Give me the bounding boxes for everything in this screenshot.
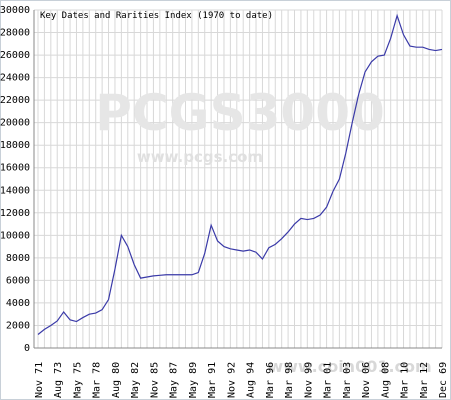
x-tick-label: Nov 99: [303, 362, 314, 398]
y-tick-label: 30000: [0, 5, 30, 16]
x-tick-label: May 89: [188, 362, 199, 398]
x-tick-label: Dec 69: [438, 362, 449, 398]
watermark: PCGS3000: [95, 84, 385, 142]
y-tick-label: 20000: [0, 118, 30, 129]
y-tick-label: 26000: [0, 50, 30, 61]
y-tick-label: 2000: [6, 320, 30, 331]
site-watermark: www.coin001.com: [268, 357, 431, 376]
y-tick-label: 6000: [6, 275, 30, 286]
x-tick-label: Mar 96: [265, 362, 276, 398]
y-tick-label: 18000: [0, 140, 30, 151]
x-tick-label: Mar 01: [323, 362, 334, 398]
y-tick-label: 12000: [0, 208, 30, 219]
x-tick-label: Nov 85: [149, 362, 160, 398]
y-tick-label: 22000: [0, 95, 30, 106]
y-tick-label: 0: [24, 343, 30, 354]
x-tick-label: Mar 03: [342, 362, 353, 398]
x-tick-label: Aug 08: [380, 362, 391, 398]
y-tick-label: 16000: [0, 163, 30, 174]
x-tick-label: Mar 10: [400, 362, 411, 398]
x-tick-label: Mar 78: [92, 362, 103, 398]
y-tick-label: 8000: [6, 253, 30, 264]
y-tick-label: 28000: [0, 28, 30, 39]
y-tick-label: 24000: [0, 73, 30, 84]
line-series: [37, 13, 443, 335]
chart-title: Key Dates and Rarities Index (1970 to da…: [40, 11, 273, 21]
x-tick-label: Mar 91: [207, 362, 218, 398]
watermark-url: www.pcgs.com: [137, 148, 263, 166]
x-tick-label: Aug 80: [111, 362, 122, 398]
x-tick-label: Nov 92: [226, 362, 237, 398]
x-tick-label: May 82: [130, 362, 141, 398]
x-tick-label: Mar 12: [419, 362, 430, 398]
x-tick-label: May 75: [72, 362, 83, 398]
grid: [34, 9, 443, 349]
y-tick-label: 14000: [0, 185, 30, 196]
x-tick-label: Nov 06: [361, 362, 372, 398]
x-tick-label: Mar 98: [284, 362, 295, 398]
x-tick-label: Nov 71: [34, 362, 45, 398]
y-tick-label: 4000: [6, 298, 30, 309]
x-tick-label: Aug 73: [53, 362, 64, 398]
x-tick-label: Aug 94: [246, 362, 257, 398]
y-tick-label: 10000: [0, 230, 30, 241]
x-tick-label: May 87: [169, 362, 180, 398]
